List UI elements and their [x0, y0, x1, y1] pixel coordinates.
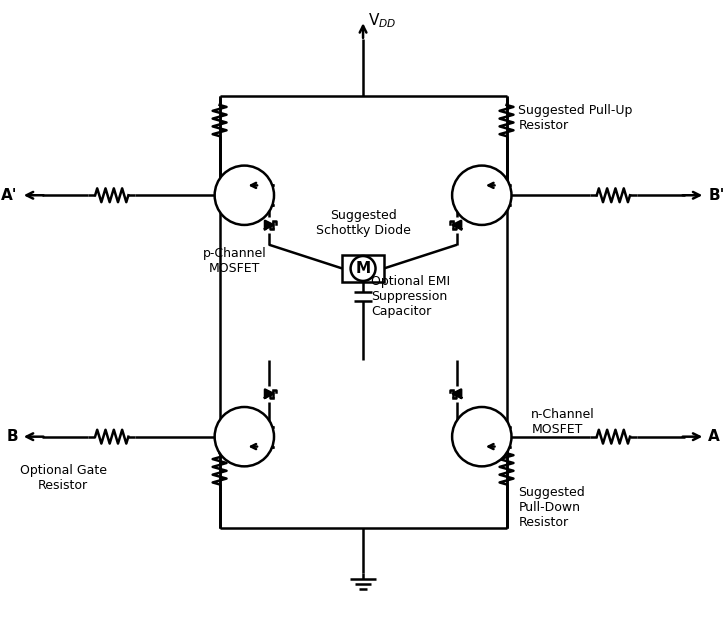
Polygon shape: [453, 389, 461, 398]
Polygon shape: [265, 389, 273, 398]
Bar: [342, 255, 384, 282]
Text: Suggested
Schottky Diode: Suggested Schottky Diode: [316, 209, 410, 237]
Circle shape: [452, 407, 512, 466]
Text: M: M: [356, 261, 371, 276]
Text: p-Channel
MOSFET: p-Channel MOSFET: [203, 247, 266, 275]
Text: Optional EMI
Suppression
Capacitor: Optional EMI Suppression Capacitor: [371, 275, 450, 317]
Polygon shape: [453, 221, 461, 229]
Circle shape: [452, 166, 512, 225]
Text: B: B: [6, 429, 17, 444]
Text: n-Channel
MOSFET: n-Channel MOSFET: [531, 408, 595, 436]
Text: Suggested
Pull-Down
Resistor: Suggested Pull-Down Resistor: [518, 486, 585, 530]
Circle shape: [215, 407, 274, 466]
Text: Optional Gate
Resistor: Optional Gate Resistor: [20, 464, 107, 493]
Circle shape: [215, 166, 274, 225]
Text: A: A: [709, 429, 720, 444]
Text: B': B': [709, 188, 725, 203]
Text: A': A': [1, 188, 17, 203]
Text: V$_{DD}$: V$_{DD}$: [368, 12, 396, 31]
Text: Suggested Pull-Up
Resistor: Suggested Pull-Up Resistor: [518, 104, 633, 132]
Polygon shape: [265, 221, 273, 229]
